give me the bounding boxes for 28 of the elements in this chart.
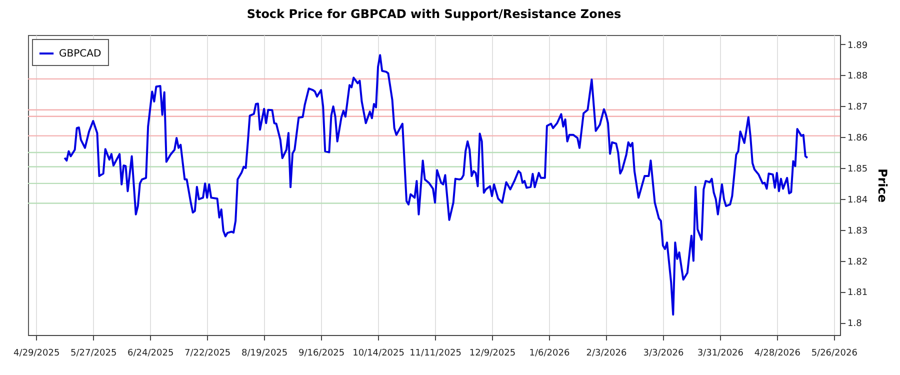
x-tick-label: 11/11/2025	[410, 348, 462, 358]
x-tick-label: 6/24/2025	[128, 348, 174, 358]
x-tick-label: 12/9/2025	[469, 348, 516, 358]
y-axis-title: Price	[876, 168, 890, 203]
y-tick-label: 1.81	[848, 288, 868, 298]
y-tick-label: 1.8	[848, 319, 862, 330]
x-tick-label: 5/27/2025	[70, 348, 117, 358]
chart-title: Stock Price for GBPCAD with Support/Resistance Zones	[246, 7, 622, 21]
y-tick-label: 1.82	[848, 257, 868, 268]
x-tick-label: 10/14/2025	[352, 348, 404, 358]
x-tick-label: 4/29/2025	[14, 348, 60, 358]
x-tick-label: 1/6/2026	[529, 348, 570, 358]
x-tick-label: 4/28/2026	[754, 348, 801, 358]
y-tick-label: 1.88	[848, 72, 868, 82]
x-tick-label: 8/19/2025	[241, 348, 288, 358]
legend-label: GBPCAD	[59, 48, 102, 60]
y-tick-label: 1.84	[848, 195, 868, 206]
x-tick-label: 3/31/2026	[697, 348, 744, 358]
x-tick-label: 9/16/2025	[298, 348, 345, 358]
y-tick-label: 1.85	[848, 164, 868, 174]
y-tick-label: 1.86	[848, 134, 868, 144]
x-tick-label: 7/22/2025	[184, 348, 231, 358]
y-tick-label: 1.87	[848, 102, 868, 113]
y-tick-label: 1.89	[848, 40, 868, 51]
x-tick-label: 5/26/2026	[811, 348, 858, 358]
y-tick-label: 1.83	[848, 226, 868, 236]
x-tick-label: 3/3/2026	[643, 348, 684, 358]
x-tick-label: 2/3/2026	[586, 348, 627, 358]
